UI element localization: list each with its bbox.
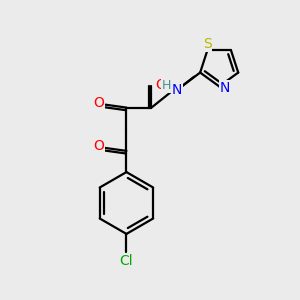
Text: H: H	[161, 79, 171, 92]
Text: S: S	[203, 37, 212, 51]
Text: O: O	[93, 140, 104, 154]
Text: O: O	[155, 78, 166, 92]
Text: Cl: Cl	[120, 254, 133, 268]
Text: N: N	[172, 83, 182, 97]
Text: O: O	[93, 96, 104, 110]
Text: N: N	[219, 81, 230, 95]
